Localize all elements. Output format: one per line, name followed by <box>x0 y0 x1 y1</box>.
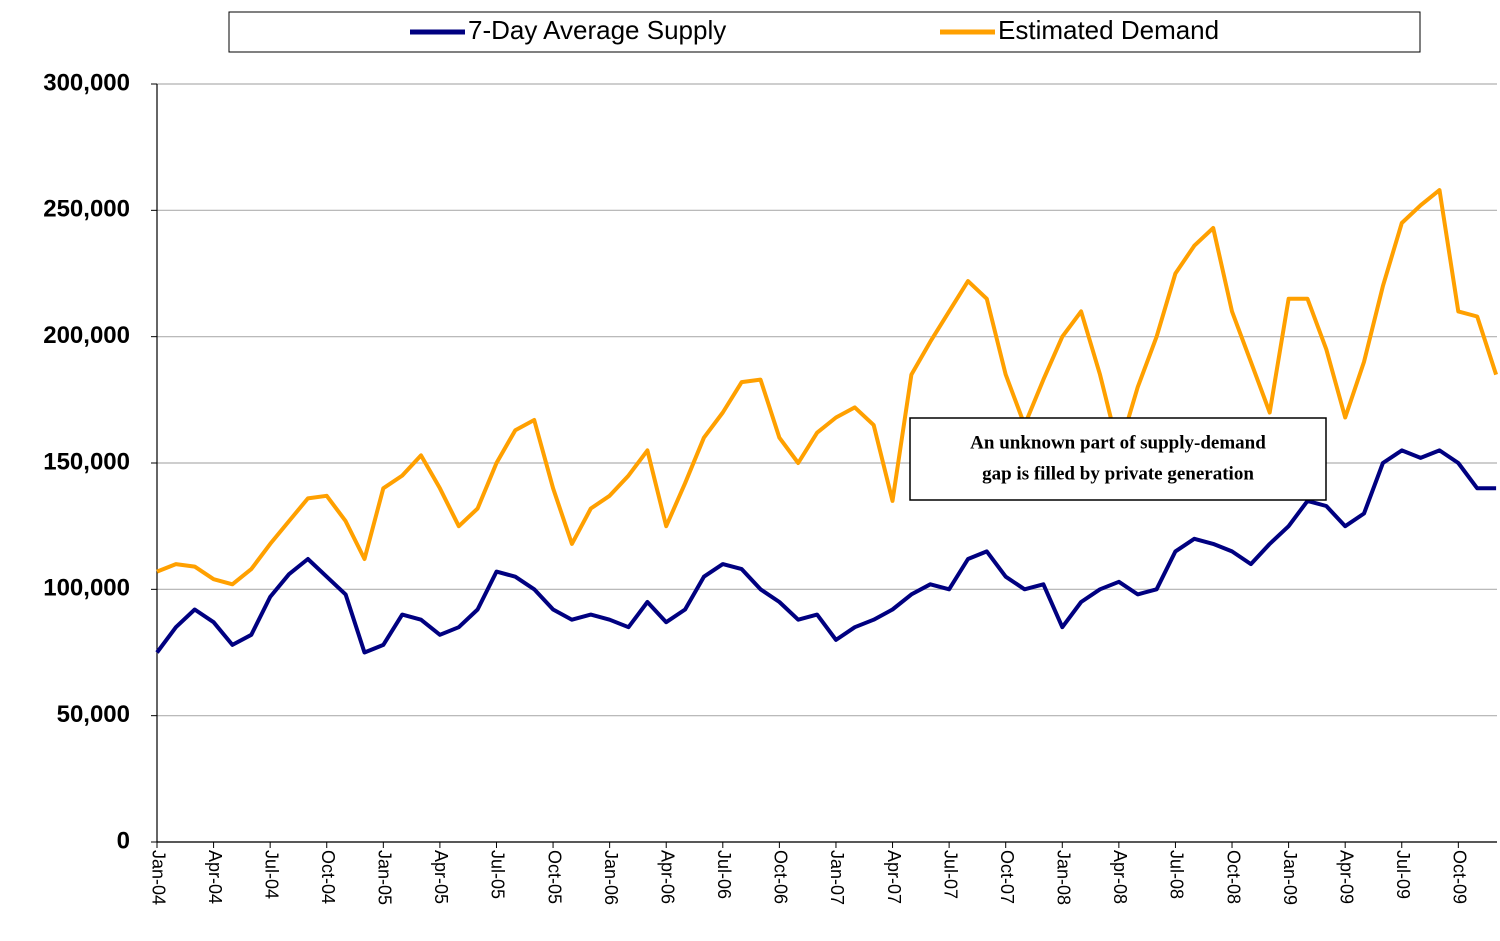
y-tick-label: 100,000 <box>43 575 130 602</box>
x-tick-label: Jul-07 <box>940 850 960 899</box>
y-tick-label: 150,000 <box>43 448 130 475</box>
y-tick-label: 250,000 <box>43 196 130 223</box>
x-tick-label: Jul-04 <box>261 850 281 899</box>
annotation-text: gap is filled by private generation <box>982 463 1254 484</box>
annotation-text: An unknown part of supply-demand <box>970 432 1266 453</box>
x-tick-label: Apr-07 <box>884 850 904 904</box>
legend-label: 7-Day Average Supply <box>468 15 726 45</box>
chart: 0 50,000 100,000 150,000 200,000 250,000 300,0… <box>0 0 1500 941</box>
x-tick-label: Apr-04 <box>205 850 225 904</box>
x-tick-label: Oct-09 <box>1450 850 1470 904</box>
x-tick-label: Jan-07 <box>827 850 847 905</box>
x-tick-label: Jul-05 <box>488 850 508 899</box>
x-tick-label: Jan-05 <box>375 850 395 905</box>
x-tick-label: Jan-04 <box>148 850 168 905</box>
x-tick-label: Jul-06 <box>714 850 734 899</box>
x-tick-label: Jan-06 <box>601 850 621 905</box>
y-tick-label: 200,000 <box>43 322 130 349</box>
y-tick-label: 300,000 <box>43 69 130 96</box>
x-tick-label: Jul-08 <box>1167 850 1187 899</box>
y-tick-label: 0 <box>117 827 130 854</box>
x-tick-label: Apr-08 <box>1110 850 1130 904</box>
x-tick-label: Oct-05 <box>544 850 564 904</box>
annotation-box <box>910 418 1326 500</box>
x-tick-label: Oct-08 <box>1223 850 1243 904</box>
x-tick-label: Apr-09 <box>1336 850 1356 904</box>
x-tick-label: Apr-05 <box>431 850 451 904</box>
legend <box>229 12 1420 52</box>
x-tick-label: Jan-08 <box>1054 850 1074 905</box>
x-tick-label: Oct-04 <box>318 850 338 904</box>
y-tick-label: 50,000 <box>57 701 130 728</box>
x-tick-label: Oct-06 <box>771 850 791 904</box>
x-tick-label: Apr-06 <box>657 850 677 904</box>
legend-label: Estimated Demand <box>998 15 1219 45</box>
x-tick-label: Oct-07 <box>997 850 1017 904</box>
x-tick-label: Jan-09 <box>1280 850 1300 905</box>
x-tick-label: Jul-09 <box>1393 850 1413 899</box>
